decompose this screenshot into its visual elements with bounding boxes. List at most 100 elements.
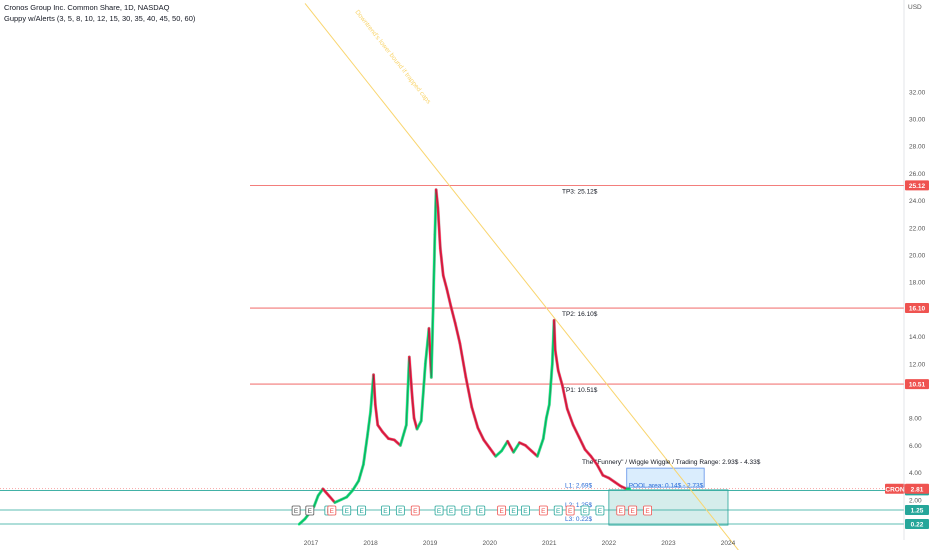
earnings-marker-0[interactable] [291,505,301,516]
level-label-1: TP2: 16.10$ [562,311,598,318]
ticker-tag [885,483,905,494]
price-axis[interactable]: USD 2.00 4.00 6.00 8.00 12.00 14.00 18.00 20.00 2… [903,0,926,540]
x-tick-label-3: 2020 [482,540,497,547]
y-tick-label-16: 28.00 [909,144,926,151]
x-tick-label-2: 2019 [423,540,438,547]
current-price-tag [905,483,929,494]
earnings-marker-18[interactable] [565,505,575,516]
level-label-3: L1: 2.69$ [565,482,592,489]
earnings-marker-label-14: E [511,508,516,515]
earnings-marker-22[interactable] [628,505,638,516]
earnings-marker-label-10: E [449,508,454,515]
level-price-tag-label-1: 16.10 [909,306,926,313]
earnings-marker-label-6: E [383,508,388,515]
earnings-marker-label-12: E [479,508,484,515]
earnings-marker-label-22: E [631,508,636,515]
earnings-marker-label-8: E [413,508,418,515]
x-tick-label-4: 2021 [542,540,557,547]
level-price-tag-4 [905,505,929,515]
y-tick-label-9: 14.00 [909,334,926,341]
price-line [298,189,630,525]
earnings-marker-label-16: E [541,508,546,515]
earnings-marker-label-13: E [499,508,504,515]
price-layer [297,188,631,526]
earnings-layer: EEEEEEEEEEEEEEEEEEEEEEEE [291,505,652,516]
earnings-marker-9[interactable] [434,505,444,516]
earnings-marker-10[interactable] [446,505,456,516]
earnings-marker-label-23: E [645,508,650,515]
earnings-marker-8[interactable] [410,505,420,516]
earnings-marker-label-19: E [583,508,588,515]
earnings-marker-12[interactable] [476,505,486,516]
time-axis[interactable]: 2017 2018 2019 2020 2021 2022 2023 2024 [304,540,736,547]
earnings-marker-19[interactable] [580,505,590,516]
earnings-marker-15[interactable] [521,505,530,516]
y-tick-label-4: 4.00 [909,470,922,477]
earnings-marker-21[interactable] [616,505,626,516]
y-tick-label-12: 20.00 [909,253,926,260]
x-tick-label-1: 2018 [363,540,378,547]
earnings-marker-label-18: E [568,508,573,515]
level-label-2: TP1: 10.51$ [562,387,598,394]
y-tick-label-11: 18.00 [909,280,926,287]
earnings-marker-label-11: E [464,508,469,515]
x-tick-label-6: 2023 [661,540,676,547]
y-tick-label-13: 22.00 [909,225,926,232]
level-price-tag-2 [905,379,929,390]
trendline-label: Downtrend's lower bound if trapped caps [353,9,432,106]
earnings-marker-label-4: E [345,508,350,515]
x-tick-label-5: 2022 [602,540,617,547]
earnings-marker-6[interactable] [381,505,390,516]
earnings-marker-16[interactable] [538,505,548,516]
earnings-marker-1[interactable] [305,505,315,516]
level-price-tag-0 [905,180,929,191]
earnings-marker-label-20: E [598,508,603,515]
earnings-marker-label-7: E [398,508,403,515]
zones-layer [608,467,729,526]
x-tick-label-0: 2017 [304,540,319,547]
current-price-tag-label: 2.81 [911,486,924,493]
wiggle-range-label: The "Funnery" / Wiggle Wiggle / Trading … [582,459,761,466]
price-range-band [298,188,630,526]
level-price-tag-1 [905,303,929,314]
earnings-marker-4[interactable] [342,505,352,516]
y-tick-label-6: 8.00 [909,416,922,423]
y-tick-label-15: 26.00 [909,171,926,178]
earnings-marker-17[interactable] [553,505,563,516]
earnings-marker-label-5: E [359,508,364,515]
earnings-marker-label-9: E [437,508,442,515]
currency-label: USD [908,4,922,11]
earnings-marker-14[interactable] [509,505,518,516]
y-tick-label-8: 12.00 [909,361,926,368]
earnings-marker-13[interactable] [497,505,507,516]
level-price-tag-label-5: 0.22 [911,522,924,529]
earnings-marker-3[interactable] [327,505,337,516]
earnings-marker-label-3: E [330,508,335,515]
pool-zone [608,489,729,526]
level-label-4: L2: 1.25$ [565,502,592,509]
y-tick-label-3: 2.00 [909,497,922,504]
earnings-marker-7[interactable] [395,505,405,516]
y-tick-label-18: 32.00 [909,89,926,96]
pool-area-label: POOL area: 0.14$ - 2.73$ [629,483,704,490]
earnings-marker-label-21: E [619,508,624,515]
earnings-marker-label-0: E [294,508,299,515]
earnings-marker-label-17: E [556,508,561,515]
downtrend-line [304,3,739,550]
earnings-marker-label-15: E [523,508,528,515]
level-price-tag-5 [905,519,929,530]
indicator-legend[interactable]: Guppy w/Alerts (3, 5, 8, 10, 12, 15, 30,… [4,14,196,23]
earnings-marker-11[interactable] [461,505,471,516]
ticker-tag-label: CRON [885,486,904,493]
y-tick-label-5: 6.00 [909,443,922,450]
earnings-marker-20[interactable] [595,505,605,516]
x-tick-label-7: 2024 [721,540,736,547]
chart-title: Cronos Group Inc. Common Share, 1D, NASD… [4,3,170,12]
earnings-marker-5[interactable] [357,505,367,516]
level-label-5: L3: 0.22$ [565,516,592,523]
level-price-tag-label-4: 1.25 [911,508,924,515]
earnings-marker-23[interactable] [643,505,652,516]
levels-layer: TP3: 25.12$ 25.12 TP2: 16.10$ 16.10 TP1: 10.… [0,180,929,530]
y-tick-label-17: 30.00 [909,117,926,124]
